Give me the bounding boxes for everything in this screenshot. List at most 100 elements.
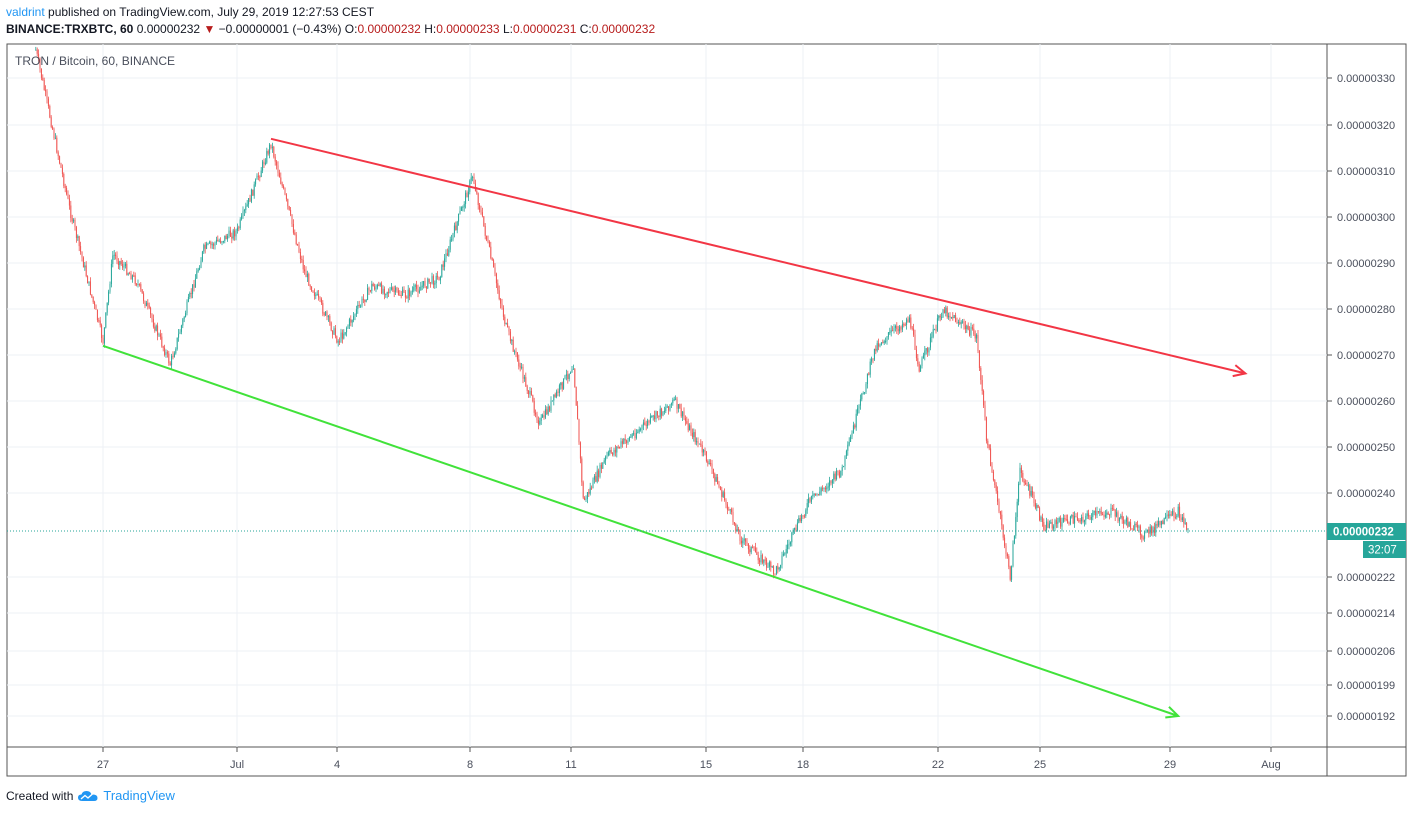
candle-body: [686, 420, 688, 424]
candle-body: [647, 420, 649, 426]
candle-body: [63, 174, 65, 187]
candle-body: [691, 432, 693, 438]
candle-body: [511, 339, 513, 342]
candle-body: [662, 411, 664, 416]
support-arrow-icon: [1165, 706, 1181, 719]
last-price: 0.00000232: [136, 22, 201, 36]
candle-body: [253, 184, 255, 196]
candle-body: [659, 408, 661, 417]
candle-body: [185, 313, 187, 317]
open-value: 0.00000232: [357, 22, 421, 36]
candle-body: [1068, 522, 1070, 524]
candle-body: [332, 330, 334, 335]
candle-body: [999, 511, 1001, 515]
candle-body: [488, 241, 490, 247]
y-tick-label: 0.00000240: [1337, 488, 1395, 500]
candle-body: [1050, 522, 1052, 524]
candle-body: [1074, 516, 1076, 524]
candle-body: [68, 198, 70, 206]
candle-body: [543, 415, 545, 418]
candle-body: [124, 263, 126, 267]
candle-body: [661, 408, 663, 416]
candle-body: [536, 414, 538, 421]
candle-body: [563, 378, 565, 389]
candle-body: [714, 473, 716, 482]
candle-body: [256, 175, 258, 180]
candle-body: [1065, 519, 1067, 521]
candle-body: [318, 294, 320, 298]
candle-body: [997, 490, 999, 502]
candle-body: [577, 405, 579, 420]
tradingview-link[interactable]: TradingView: [103, 788, 175, 803]
candle-body: [127, 273, 129, 275]
candle-body: [355, 309, 357, 315]
candle-body: [96, 309, 98, 321]
candle-body: [945, 307, 947, 314]
candle-body: [1180, 518, 1182, 521]
candle-body: [243, 210, 245, 212]
candle-body: [354, 314, 356, 316]
price-axis[interactable]: 0.00000330 0.00000320 0.00000310 0.00000300…: [1327, 73, 1395, 723]
x-tick-label: 4: [334, 759, 340, 771]
candle-body: [278, 172, 280, 178]
candle-body: [347, 325, 349, 329]
resistance-trendline[interactable]: [270, 137, 1246, 375]
candle-body: [1123, 519, 1125, 524]
candle-body: [929, 337, 931, 348]
candle-body: [1075, 516, 1077, 518]
candle-body: [812, 495, 814, 497]
candle-body: [362, 298, 364, 300]
candle-body: [304, 269, 306, 272]
down-arrow-icon: ▼: [203, 22, 216, 36]
tradingview-cloud-icon: [78, 790, 98, 801]
candle-body: [371, 283, 373, 291]
candle-body: [819, 491, 821, 496]
candle-body: [586, 492, 588, 499]
candle-body: [194, 278, 196, 288]
candle-body: [508, 326, 510, 332]
x-tick-label: Jul: [230, 759, 244, 771]
candle-body: [155, 325, 157, 331]
candle-body: [644, 422, 646, 425]
candle-body: [1145, 530, 1147, 533]
candle-body: [983, 391, 985, 406]
candle-body: [1044, 529, 1046, 531]
candle-body: [410, 291, 412, 297]
candle-body: [336, 336, 338, 343]
candle-body: [953, 314, 955, 319]
candle-body: [823, 487, 825, 489]
time-axis[interactable]: 27 Jul 4 8 11 15 18 22 25 29 Aug: [97, 747, 1281, 771]
candle-body: [600, 464, 602, 469]
candle-body: [78, 236, 80, 247]
candle-body: [249, 198, 251, 202]
candle-body: [745, 538, 747, 542]
candle-body: [88, 281, 90, 284]
candle-body: [326, 311, 328, 318]
candle-body: [591, 487, 593, 489]
candle-body: [585, 498, 587, 500]
candle-body: [112, 255, 114, 264]
candle-body: [320, 298, 322, 303]
candle-body: [836, 470, 838, 480]
candle-body: [813, 493, 815, 496]
candle-body: [197, 269, 199, 272]
candle-body: [528, 390, 530, 395]
candle-body: [862, 393, 864, 395]
candle-body: [924, 350, 926, 356]
candle-body: [906, 319, 908, 325]
candle-body: [626, 440, 628, 443]
candle-body: [425, 287, 427, 289]
candle-body: [280, 177, 282, 184]
candle-body: [530, 390, 532, 396]
candle-body: [57, 152, 59, 157]
candle-body: [218, 240, 220, 242]
candle-body: [424, 280, 426, 288]
candle-body: [875, 348, 877, 351]
candle-body: [123, 266, 125, 268]
candle-body: [109, 284, 111, 292]
low-value: 0.00000231: [512, 22, 577, 36]
candle-body: [840, 470, 842, 478]
candle-body: [463, 203, 465, 207]
author-link[interactable]: valdrint: [6, 5, 45, 19]
